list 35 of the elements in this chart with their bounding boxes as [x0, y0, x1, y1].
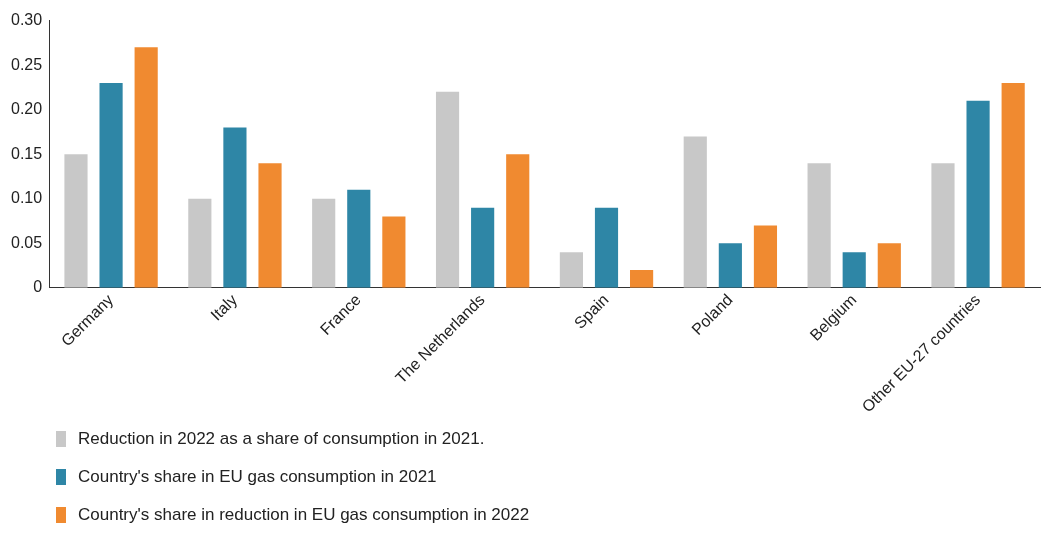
- bar: [718, 243, 742, 288]
- bar: [931, 163, 955, 288]
- y-tick-label: 0.30: [11, 11, 43, 29]
- bar: [559, 252, 583, 288]
- legend-label: Reduction in 2022 as a share of consumption in 2021.: [78, 429, 485, 449]
- bar: [223, 127, 247, 288]
- bar: [64, 154, 88, 288]
- bar: [99, 82, 123, 288]
- bar: [134, 47, 158, 288]
- y-tick-label: 0.25: [11, 55, 43, 73]
- bar: [807, 163, 831, 288]
- bar: [753, 225, 778, 288]
- bar: [1001, 82, 1025, 288]
- y-tick-label: 0: [33, 278, 43, 296]
- bar: [312, 198, 336, 288]
- x-tick-label: Italy: [207, 290, 241, 324]
- bar: [258, 163, 282, 288]
- bar: [506, 154, 530, 288]
- bar: [630, 270, 654, 288]
- y-tick-label: 0.10: [11, 189, 43, 207]
- legend-label: Country's share in EU gas consumption in 2021: [78, 467, 437, 487]
- bar: [966, 100, 990, 288]
- bar: [471, 207, 495, 288]
- bar: [594, 207, 619, 288]
- bar: [842, 252, 866, 288]
- bar: [683, 136, 707, 288]
- bar: [188, 198, 212, 288]
- y-tick-label: 0.05: [11, 233, 43, 251]
- bar: [382, 216, 406, 288]
- bar: [435, 91, 460, 288]
- legend-label: Country's share in reduction in EU gas consumption in 2022: [78, 505, 530, 525]
- bar: [877, 243, 901, 288]
- bar: [347, 189, 371, 288]
- y-tick-label: 0.15: [11, 144, 43, 162]
- y-tick-label: 0.20: [11, 100, 43, 118]
